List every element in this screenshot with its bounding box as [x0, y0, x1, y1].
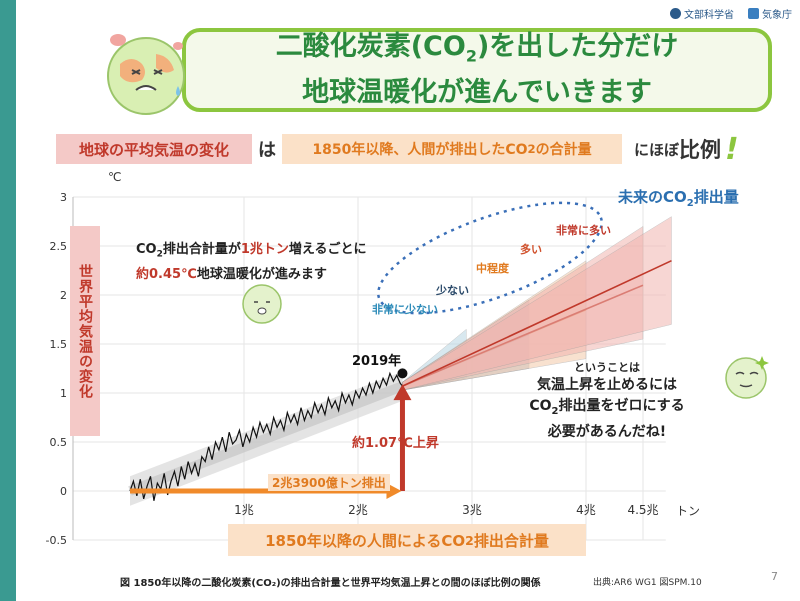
- y-axis-chip: 世界平均気温の変化: [70, 226, 100, 436]
- emission-arrow-head: [386, 483, 402, 499]
- future-emissions-label: 未来のCO2排出量: [618, 186, 739, 209]
- future-b: 排出量: [693, 188, 739, 206]
- subtitle-chip-emissions: 1850年以降、人間が排出したCO 2 の合計量: [282, 134, 622, 164]
- note1-d: 増えるごとに: [288, 242, 367, 257]
- emitted-label: 2兆3900億トン排出: [268, 474, 390, 491]
- y-tick-label: 1.5: [50, 338, 68, 351]
- title-line1-a: 二酸化炭素(CO: [275, 31, 466, 63]
- scenario-label-very-low: 非常に少ない: [372, 303, 438, 316]
- x-tick-label: 3兆: [462, 503, 482, 517]
- note2-l2a: CO: [529, 398, 552, 414]
- subtitle-nihobo: にほぼ: [634, 140, 680, 159]
- rise-arrow-head: [393, 384, 412, 401]
- x-axis-chip-a: 1850年以降の人間によるCO: [265, 531, 466, 550]
- logo-bar: 文部科学省 気象庁: [670, 6, 792, 21]
- y-tick-label: 0.5: [50, 436, 68, 449]
- title-line1-b: )を出した分だけ: [476, 31, 679, 63]
- note1-sub: 2: [156, 249, 163, 260]
- note1-f: 地球温暖化が進みます: [196, 266, 327, 282]
- y-tick-label: -0.5: [46, 534, 67, 547]
- subtitle-exclamation: !: [725, 131, 739, 167]
- title-line-2: 地球温暖化が進んでいきます: [302, 76, 652, 108]
- y-tick-label: 0: [60, 485, 67, 498]
- scenario-line: [402, 259, 672, 387]
- x-tick-label: 1兆: [234, 503, 254, 517]
- side-accent-bar: [0, 0, 16, 601]
- x-axis-chip-b: 排出合計量: [473, 531, 549, 550]
- sweating-earth-icon: [107, 34, 185, 115]
- scenario-label-high: 多い: [520, 243, 542, 256]
- year-2019-label: 2019年: [352, 354, 402, 369]
- historical-line: [129, 371, 403, 501]
- jma-logo-text: 気象庁: [762, 10, 792, 21]
- note-per-trillion: CO2排出合計量が1兆トン増えるごとに 約0.45℃地球温暖化が進みます: [136, 240, 367, 284]
- y-unit-label: ℃: [108, 170, 122, 184]
- scenario-label-intermediate: 中程度: [476, 262, 509, 275]
- note1-c: 1兆トン: [240, 242, 289, 257]
- jma-logo: 気象庁: [748, 6, 792, 21]
- subtitle-chip2-a: 1850年以降、人間が排出したCO: [312, 142, 528, 158]
- historical-series: [128, 371, 405, 501]
- year-2019-point: [397, 368, 408, 379]
- y-tick-label: 2.5: [50, 240, 68, 253]
- y-tick-label: 3: [60, 191, 67, 204]
- note1-e: 約0.45℃: [136, 266, 197, 282]
- x-axis-chip: 1850年以降の人間によるCO 2 排出合計量: [228, 524, 586, 556]
- note1-line1: CO2排出合計量が1兆トン増えるごとに: [136, 240, 367, 265]
- mext-logo-icon: [670, 8, 681, 19]
- rise-label: 約1.07℃上昇: [352, 436, 439, 451]
- note2-l2sub: 2: [551, 405, 559, 417]
- x-unit-label: トン: [676, 504, 701, 518]
- title-box: 二酸化炭素(CO2)を出した分だけ 地球温暖化が進んでいきます: [182, 28, 772, 112]
- note-stop-warming: ということは 気温上昇を止めるには CO2排出量をゼロにする 必要があるんだね!: [512, 360, 702, 443]
- future-a: 未来のCO: [618, 188, 687, 206]
- future-emissions-ellipse: [377, 201, 603, 315]
- thinking-earth-icon: [725, 356, 769, 399]
- x-tick-label: 4.5兆: [627, 503, 658, 517]
- chart-annotations: [130, 201, 603, 499]
- scenario-label-low: 少ない: [436, 284, 469, 297]
- subtitle-hirei: 比例: [679, 138, 722, 162]
- small-earth-icon: [242, 284, 282, 324]
- future-sub: 2: [686, 198, 694, 209]
- note2-l2b: 排出量をゼロにする: [558, 398, 685, 414]
- figure-caption: 図 1850年以降の二酸化炭素(CO₂)の排出合計量と世界平均気温上昇との間のほ…: [120, 578, 541, 589]
- subtitle-chip2-sub: 2: [527, 142, 536, 156]
- subtitle-chip-temperature: 地球の平均気温の変化: [56, 134, 252, 164]
- subtitle-wa: は: [258, 140, 276, 161]
- note1-a: CO: [136, 242, 157, 257]
- x-tick-label: 2兆: [348, 503, 368, 517]
- title-line1-sub: 2: [465, 46, 477, 66]
- x-axis-chip-sub: 2: [465, 532, 474, 548]
- x-tick-label: 4兆: [576, 503, 596, 517]
- note2-small: ということは: [574, 361, 640, 374]
- note2-line3: 必要があるんだね!: [547, 423, 667, 440]
- page-number: 7: [771, 570, 778, 583]
- note1-b: 排出合計量が: [162, 242, 241, 257]
- title-line-1: 二酸化炭素(CO2)を出した分だけ: [276, 29, 679, 74]
- note2-line1: 気温上昇を止めるには: [537, 377, 677, 393]
- jma-logo-icon: [748, 8, 759, 19]
- subtitle-row: 地球の平均気温の変化 は 1850年以降、人間が排出したCO 2 の合計量 にほぼ …: [56, 131, 739, 167]
- y-tick-label: 1: [60, 387, 67, 400]
- scenario-label-very-high: 非常に多い: [556, 224, 611, 237]
- note2-line2: CO2排出量をゼロにする: [512, 396, 702, 422]
- y-tick-label: 2: [60, 289, 67, 302]
- note1-line2: 約0.45℃地球温暖化が進みます: [136, 265, 367, 284]
- subtitle-chip2-b: の合計量: [535, 142, 592, 158]
- figure-source: 出典:AR6 WG1 図SPM.10: [593, 578, 702, 588]
- mext-logo: 文部科学省: [670, 6, 734, 21]
- mext-logo-text: 文部科学省: [684, 10, 734, 21]
